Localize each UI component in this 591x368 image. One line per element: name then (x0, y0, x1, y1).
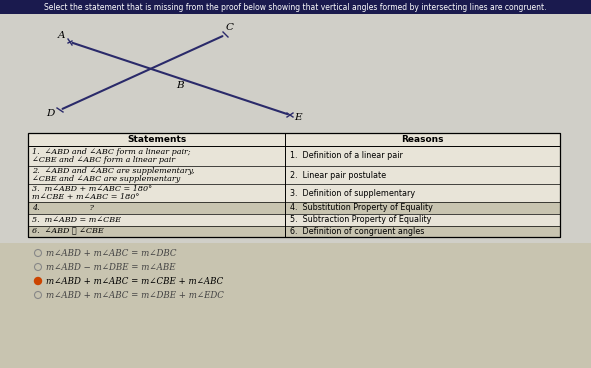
Text: Select the statement that is missing from the proof below showing that vertical : Select the statement that is missing fro… (44, 3, 546, 11)
Text: 1.  Definition of a linear pair: 1. Definition of a linear pair (290, 152, 403, 160)
Bar (0, 0, 591, 14)
Text: 5.  m∠ABD = m∠CBE: 5. m∠ABD = m∠CBE (32, 216, 121, 224)
Text: C: C (226, 24, 234, 32)
Text: Statements: Statements (127, 135, 186, 144)
Text: 1.  ∠ABD and ∠ABC form a linear pair;: 1. ∠ABD and ∠ABC form a linear pair; (32, 148, 191, 156)
Bar (28, 202, 560, 214)
Bar (0, 243, 591, 368)
Text: m∠ABD − m∠DBE = m∠ABE: m∠ABD − m∠DBE = m∠ABE (46, 262, 176, 272)
Text: 6.  ∠ABD ≅ ∠CBE: 6. ∠ABD ≅ ∠CBE (32, 227, 104, 236)
Text: A: A (59, 32, 66, 40)
Text: 6.  Definition of congruent angles: 6. Definition of congruent angles (290, 227, 424, 236)
Text: 3.  Definition of supplementary: 3. Definition of supplementary (290, 188, 415, 198)
Bar (28, 166, 560, 184)
Text: m∠ABD + m∠ABC = m∠DBC: m∠ABD + m∠ABC = m∠DBC (46, 248, 177, 258)
Text: B: B (176, 81, 184, 89)
Circle shape (34, 277, 41, 284)
Text: ∠CBE and ∠ABC are supplementary: ∠CBE and ∠ABC are supplementary (32, 175, 180, 183)
Text: m∠ABD + m∠ABC = m∠CBE + m∠ABC: m∠ABD + m∠ABC = m∠CBE + m∠ABC (46, 276, 223, 286)
Bar (0, 14, 591, 130)
Text: ∠CBE and ∠ABC form a linear pair: ∠CBE and ∠ABC form a linear pair (32, 156, 175, 164)
Bar (28, 133, 560, 237)
Bar (28, 184, 560, 202)
Text: m∠CBE + m∠ABC = 180°: m∠CBE + m∠ABC = 180° (32, 193, 139, 201)
Text: 5.  Subtraction Property of Equality: 5. Subtraction Property of Equality (290, 216, 431, 224)
Text: D: D (46, 110, 54, 118)
Text: 2.  ∠ABD and ∠ABC are supplementary,: 2. ∠ABD and ∠ABC are supplementary, (32, 167, 194, 175)
Text: 4.  Substitution Property of Equality: 4. Substitution Property of Equality (290, 204, 433, 212)
Bar (28, 226, 560, 237)
Text: 2.  Linear pair postulate: 2. Linear pair postulate (290, 170, 386, 180)
Text: Reasons: Reasons (401, 135, 444, 144)
Text: m∠ABD + m∠ABC = m∠DBE + m∠EDC: m∠ABD + m∠ABC = m∠DBE + m∠EDC (46, 290, 224, 300)
Bar (28, 214, 560, 226)
Bar (28, 133, 560, 237)
Text: 4.                    ?: 4. ? (32, 204, 94, 212)
Bar (28, 146, 560, 166)
Text: 3.  m∠ABD + m∠ABC = 180°: 3. m∠ABD + m∠ABC = 180° (32, 185, 152, 193)
Bar (28, 133, 560, 146)
Text: E: E (294, 113, 302, 123)
